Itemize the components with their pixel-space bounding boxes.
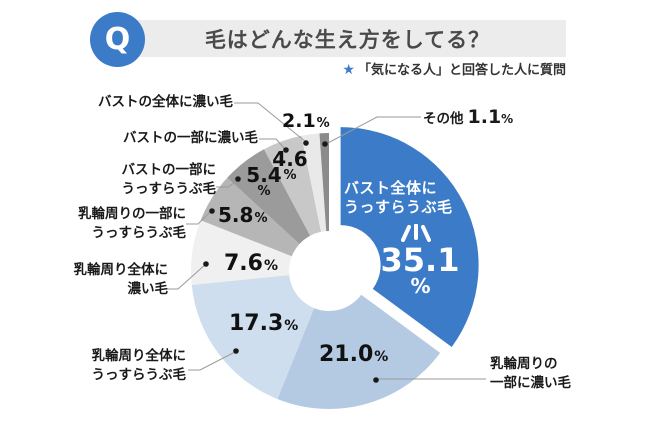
leader-dot <box>203 261 209 267</box>
callout-areola-part-soft: 乳輪周りの一部に うっすらうぶ毛 <box>78 206 186 241</box>
question-badge: Q <box>90 12 145 67</box>
value-label-35-1: 35.1% <box>380 241 460 298</box>
leader-dot <box>233 348 239 354</box>
callout-areola-full-soft: 乳輪周り全体に うっすらうぶ毛 <box>91 348 187 383</box>
callout-breast-part-soft: バストの一部に うっすらうぶ毛 <box>121 162 217 197</box>
highlight-slice-label: バスト全体に うっすらうぶ毛 <box>344 179 453 216</box>
value-label-4-6: 4.6% <box>272 147 308 183</box>
pie-slice-2 <box>191 275 315 399</box>
leader-line <box>188 351 236 371</box>
callout-other-value: 1.1 <box>467 106 502 128</box>
pie-slice-1 <box>277 294 441 410</box>
title-bar: 毛はどんな生え方をしてる？ <box>129 20 566 57</box>
callout-breast-part-dark: バストの一部に濃い毛 <box>123 130 258 146</box>
value-label-5-8: 5.8% <box>218 203 268 227</box>
q-icon: Q <box>104 22 131 57</box>
footnote: ★ 「気になる人」と回答した人に質問 <box>0 59 566 78</box>
value-label-7-6: 7.6% <box>224 251 279 276</box>
leader-line <box>186 210 212 225</box>
callout-other-unit: % <box>501 112 514 126</box>
page-title: 毛はどんな生え方をしてる？ <box>204 27 491 52</box>
leader-line <box>234 102 307 143</box>
emphasis-burst-icon <box>401 224 431 242</box>
value-label-17-3: 17.3% <box>229 311 299 336</box>
leader-dot <box>303 140 309 146</box>
pie-slice-5 <box>227 149 311 244</box>
leader-line <box>216 180 238 188</box>
callout-breast-full-dark: バストの全体に濃い毛 <box>98 94 233 110</box>
callout-other-label: その他 <box>423 111 464 127</box>
leader-dot <box>235 176 241 182</box>
callout-areola-full-dark: 乳輪周り全体に 濃い毛 <box>73 262 169 297</box>
pie-slice-3 <box>191 220 292 285</box>
leader-line <box>259 138 286 150</box>
pie-slice-6 <box>264 135 322 236</box>
footnote-text: 「気になる人」と回答した人に質問 <box>357 63 566 78</box>
value-label-5-4: 5.4% <box>246 163 282 199</box>
pie-slice-8 <box>319 133 329 232</box>
value-label-21-0: 21.0% <box>319 342 389 367</box>
star-icon: ★ <box>342 62 355 78</box>
callout-other: その他 1.1 % <box>423 104 513 131</box>
leader-dot <box>283 147 289 153</box>
value-label-2-1: 2.1% <box>282 110 330 132</box>
leader-dot <box>209 208 215 214</box>
pie-slice-0 <box>340 127 479 347</box>
leader-dot <box>373 377 379 383</box>
leader-line <box>325 116 421 145</box>
pie-slice-7 <box>301 133 327 232</box>
pie-slice-4 <box>200 177 300 257</box>
leader-dot <box>322 141 328 147</box>
callout-areola-part-dark: 乳輪周りの 一部に濃い毛 <box>490 356 571 391</box>
leader-line <box>166 263 207 290</box>
